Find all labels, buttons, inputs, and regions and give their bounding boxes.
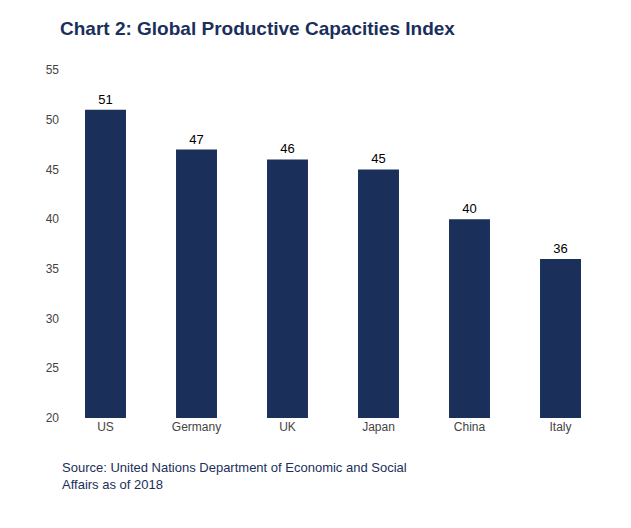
svg-text:35: 35 [46, 262, 60, 276]
svg-text:50: 50 [46, 113, 60, 127]
svg-text:UK: UK [279, 420, 296, 434]
svg-text:36: 36 [553, 241, 567, 256]
svg-text:51: 51 [98, 92, 112, 107]
svg-text:20: 20 [46, 411, 60, 425]
svg-text:55: 55 [46, 63, 60, 77]
svg-text:45: 45 [371, 151, 385, 166]
svg-text:25: 25 [46, 361, 60, 375]
svg-text:30: 30 [46, 312, 60, 326]
svg-text:Chart 2: Global Productive Cap: Chart 2: Global Productive Capacities In… [60, 18, 455, 39]
svg-text:Germany: Germany [172, 420, 221, 434]
svg-text:Source: United Nations Departm: Source: United Nations Department of Eco… [62, 460, 407, 492]
svg-text:Japan: Japan [362, 420, 395, 434]
svg-text:40: 40 [46, 212, 60, 226]
svg-text:45: 45 [46, 163, 60, 177]
svg-text:US: US [97, 420, 114, 434]
svg-text:China: China [454, 420, 486, 434]
svg-text:40: 40 [462, 201, 476, 216]
svg-text:46: 46 [280, 141, 294, 156]
svg-text:Italy: Italy [549, 420, 571, 434]
svg-text:47: 47 [189, 132, 203, 147]
